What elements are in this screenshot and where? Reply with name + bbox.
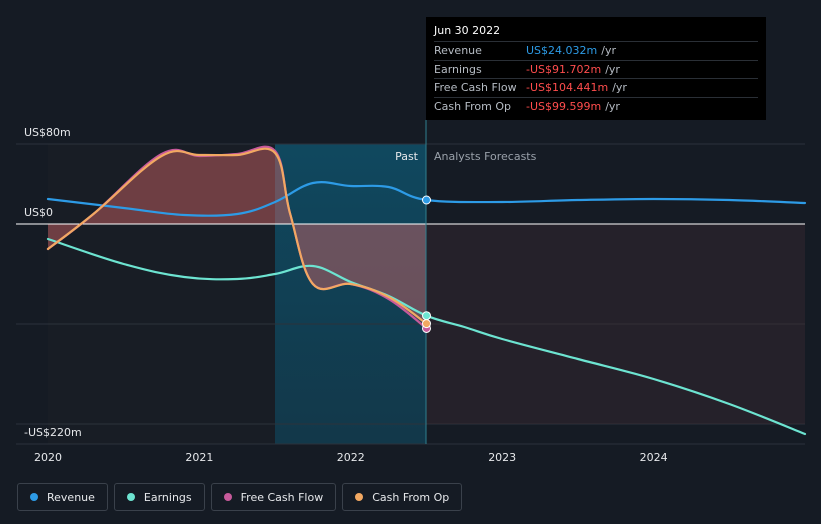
tooltip-label: Cash From Op [434,99,512,113]
tooltip-unit: /yr [612,81,627,95]
tooltip-label: Revenue [434,44,482,58]
y-tick-bottom: -US$220m [24,426,82,439]
x-tick-label: 2023 [488,451,516,464]
plot-background-past [48,144,275,444]
forecast-label: Analysts Forecasts [434,150,537,163]
tooltip-unit: /yr [605,62,620,76]
tooltip-label: Earnings [434,62,482,76]
legend-label: Cash From Op [372,490,450,504]
tooltip-row-cash-from-op: Cash From Op -US$99.599m /yr [434,96,758,116]
legend: Revenue Earnings Free Cash Flow Cash Fro… [17,483,463,511]
tooltip-value: US$24.032m [526,44,598,58]
x-tick-label: 2022 [337,451,365,464]
legend-item-cash-from-op[interactable]: Cash From Op [342,483,463,511]
earnings-marker [422,311,431,321]
cash-from-op-area [48,148,427,324]
legend-dot-icon [30,493,38,501]
tooltip-row-revenue: Revenue US$24.032m /yr [434,41,758,60]
legend-label: Earnings [143,490,192,504]
revenue-marker [422,195,431,205]
legend-label: Revenue [47,490,95,504]
forecast-negative-area [426,224,805,424]
legend-dot-icon [223,493,232,501]
tooltip-row-free-cash-flow: Free Cash Flow -US$104.441m /yr [434,78,758,97]
free-cash-flow-area [48,146,427,329]
y-tick-zero: US$0 [24,206,53,219]
tooltip-value: -US$104.441m [526,81,609,95]
y-tick-top: US$80m [24,126,71,139]
legend-item-revenue[interactable]: Revenue [17,483,108,511]
tooltip-unit: /yr [601,44,616,58]
legend-item-free-cash-flow[interactable]: Free Cash Flow [210,483,337,511]
tooltip: Jun 30 2022 Revenue US$24.032m /yr Earni… [426,17,766,120]
tooltip-value: -US$91.702m [526,62,602,76]
legend-dot-icon [355,493,364,501]
tooltip-date: Jun 30 2022 [434,24,501,37]
cash-from-op-marker [422,319,431,329]
legend-label: Free Cash Flow [240,490,324,504]
x-tick-label: 2020 [34,451,62,464]
earnings-line [46,237,807,436]
x-tick-label: 2021 [185,451,213,464]
past-band [275,144,426,444]
x-tick-label: 2024 [640,451,668,464]
cash-from-op-line [46,147,428,325]
tooltip-value: -US$99.599m [526,99,602,113]
revenue-line [46,181,807,217]
past-label: Past [395,150,419,163]
legend-item-earnings[interactable]: Earnings [113,483,205,511]
legend-dot-icon [126,493,135,501]
tooltip-label: Free Cash Flow [434,81,517,95]
tooltip-row-earnings: Earnings -US$91.702m /yr [434,59,758,79]
tooltip-unit: /yr [605,99,620,113]
